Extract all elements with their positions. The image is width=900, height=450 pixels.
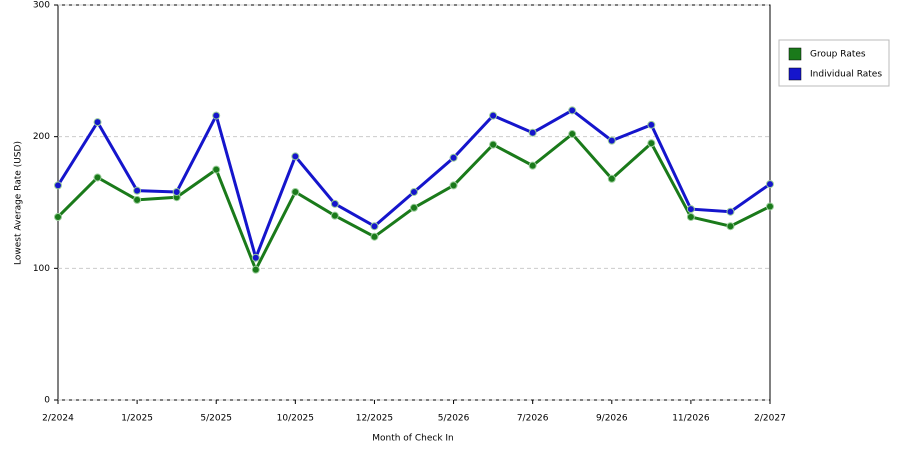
point (410, 203, 418, 212)
point (133, 195, 142, 204)
x-tick-label: 5/2025 (200, 414, 232, 424)
x-tick-label: 2/2027 (754, 414, 786, 424)
point (568, 106, 577, 115)
y-tick-label: 0 (44, 396, 50, 406)
legend-label: Individual Rates (810, 70, 882, 80)
y-tick-label: 200 (33, 132, 50, 142)
point (686, 212, 695, 221)
point (251, 265, 260, 274)
point (291, 187, 300, 196)
y-axis-label: Lowest Average Rate (USD) (14, 141, 24, 265)
point (607, 136, 616, 145)
point (54, 212, 62, 221)
point (330, 199, 339, 208)
point (766, 202, 774, 211)
series-line (56, 131, 771, 274)
y-tick-label: 100 (33, 264, 50, 274)
x-tick-label: 9/2026 (596, 414, 628, 424)
point (410, 187, 418, 196)
legend-label: Group Rates (810, 50, 866, 60)
legend-swatch (788, 47, 802, 61)
point (568, 130, 577, 139)
point (647, 120, 656, 129)
point (726, 222, 735, 231)
x-tick-label: 5/2026 (438, 414, 470, 424)
point (766, 180, 774, 189)
x-tick-label: 12/2025 (356, 414, 393, 424)
point (686, 205, 695, 214)
point (93, 173, 102, 182)
series-line (56, 108, 771, 263)
point (330, 211, 339, 220)
point (291, 152, 300, 161)
point (449, 153, 458, 162)
x-tick-label: 10/2025 (277, 414, 314, 424)
point (726, 207, 735, 216)
point (370, 222, 379, 231)
x-axis-label: Month of Check In (372, 434, 454, 444)
y-tick-label: 300 (33, 1, 50, 11)
point (172, 187, 181, 196)
point (93, 118, 102, 127)
x-tick-label: 7/2026 (517, 414, 549, 424)
point (212, 111, 221, 120)
point (489, 111, 498, 120)
point (212, 165, 221, 174)
x-tick-label: 11/2026 (672, 414, 710, 424)
point (133, 186, 142, 195)
point (370, 232, 379, 241)
point (607, 174, 616, 183)
point (528, 128, 537, 137)
point (647, 139, 656, 148)
x-tick-label: 1/2025 (121, 414, 153, 424)
x-tick-label: 2/2024 (42, 414, 74, 424)
point (449, 181, 458, 190)
plot-frame (57, 4, 771, 401)
legend-swatch (788, 67, 802, 81)
point (489, 140, 498, 149)
point (251, 253, 260, 262)
point (528, 161, 537, 170)
point (54, 181, 62, 190)
